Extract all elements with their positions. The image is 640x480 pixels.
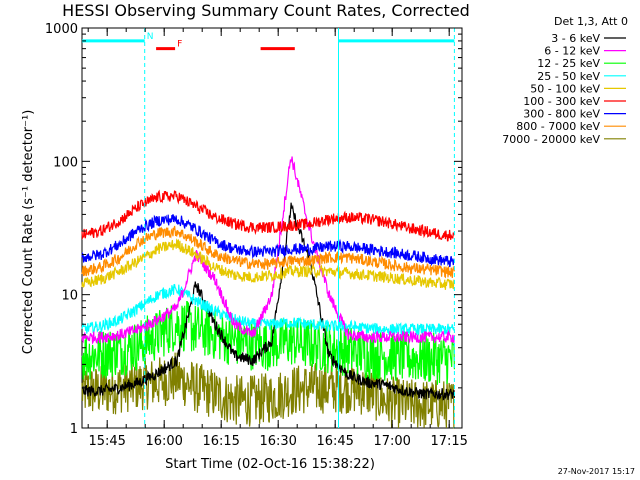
legend-label-5: 100 - 300 keV	[523, 95, 600, 108]
plot-area: N F 1 10 100 1000 15:45 16:00 16:15 16:30 16:45 17:…	[45, 22, 468, 449]
y-tick-label-0: 1	[70, 422, 78, 437]
y-tick-label-3: 1000	[45, 22, 78, 37]
series-line-5	[81, 189, 455, 242]
series-line-7	[81, 225, 455, 279]
x-tick-label-0: 15:45	[88, 434, 125, 449]
flag-label-0: N	[147, 32, 154, 42]
legend-label-3: 25 - 50 keV	[537, 70, 600, 83]
legend-label-1: 6 - 12 keV	[544, 45, 600, 58]
series-line-4	[81, 238, 455, 290]
x-tick-label-2: 16:15	[202, 434, 239, 449]
legend-title: Det 1,3, Att 0	[554, 15, 628, 28]
x-tick-label-5: 17:00	[373, 434, 410, 449]
legend-label-0: 3 - 6 keV	[551, 32, 600, 45]
x-tick-label-1: 16:00	[145, 434, 182, 449]
legend-label-2: 12 - 25 keV	[537, 57, 600, 70]
y-axis-label: Corrected Count Rate (s⁻¹ detector⁻¹)	[21, 110, 36, 355]
series-line-3	[81, 283, 455, 338]
y-axis-label-text: Corrected Count Rate (s⁻¹ detector⁻¹)	[21, 110, 36, 355]
series-line-1	[81, 156, 455, 345]
flag-label-1: F	[177, 40, 182, 50]
date-stamp: 27-Nov-2017 15:17	[558, 467, 635, 476]
x-tick-label-6: 17:15	[430, 434, 467, 449]
legend-label-8: 7000 - 20000 keV	[502, 133, 600, 146]
x-tick-label-3: 16:30	[259, 434, 296, 449]
legend-label-4: 50 - 100 keV	[530, 82, 600, 95]
legend-label-7: 800 - 7000 keV	[516, 120, 600, 133]
plot-frame	[81, 27, 463, 429]
x-tick-label-4: 16:45	[316, 434, 353, 449]
series-line-0	[81, 202, 455, 401]
legend-label-6: 300 - 800 keV	[523, 108, 600, 121]
series-line-6	[81, 214, 455, 268]
series-line-8	[81, 352, 455, 429]
y-tick-label-1: 10	[61, 289, 78, 304]
chart-title: HESSI Observing Summary Count Rates, Cor…	[62, 1, 470, 20]
x-axis-label: Start Time (02-Oct-16 15:38:22)	[165, 457, 375, 472]
y-tick-label-2: 100	[53, 155, 78, 170]
